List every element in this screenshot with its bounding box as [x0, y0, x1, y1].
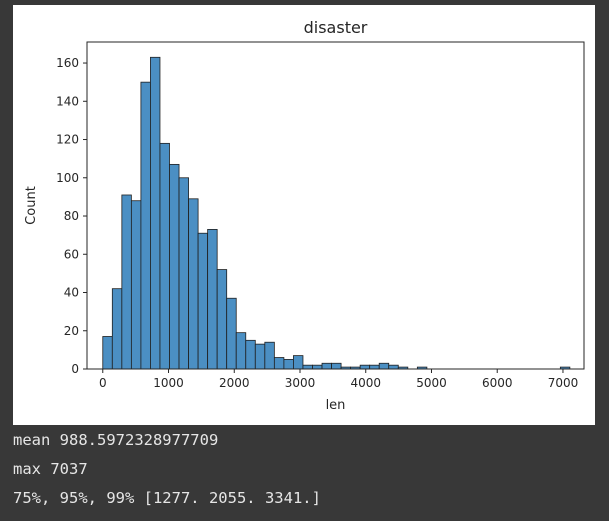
y-axis-label: Count [24, 186, 39, 225]
histogram-bar-30 [388, 364, 399, 370]
histogram-bar-11 [207, 229, 218, 370]
y-tick-label-0: 0 [71, 362, 79, 376]
y-tick-label-4: 80 [64, 209, 79, 223]
y-tick-label-5: 100 [56, 171, 79, 185]
y-tick-label-8: 160 [56, 56, 79, 70]
x-tick-label-7: 7000 [548, 376, 579, 390]
x-tick-label-5: 5000 [416, 376, 447, 390]
x-tick-label-0: 0 [99, 376, 107, 390]
plot-area: 0 1000 2000 3000 4000 5000 6000 7000 0 20 40 60 80 10… [13, 5, 595, 425]
y-tick-label-3: 60 [64, 247, 79, 261]
histogram-bar-22 [312, 364, 323, 370]
histogram-bar-12 [216, 269, 228, 370]
histogram-bar-27 [359, 364, 371, 370]
histogram-chart: 0 1000 2000 3000 4000 5000 6000 7000 0 20 40 60 80 10… [24, 18, 585, 413]
x-axis-label: len [326, 398, 346, 413]
histogram-bar-2 [121, 194, 132, 370]
histogram-bar-5 [150, 56, 161, 370]
histogram-bar-0 [102, 336, 113, 370]
output-percentiles-line: 75%, 95%, 99% [1277. 2055. 3341.] [13, 489, 321, 507]
x-tick-label-4: 4000 [350, 376, 381, 390]
histogram-bar-7 [169, 163, 180, 370]
histogram-bar-6 [159, 142, 170, 370]
x-tick-label-2: 2000 [219, 376, 250, 390]
histogram-bar-20 [293, 355, 304, 370]
output-mean-line: mean 988.5972328977709 [13, 431, 219, 449]
histogram-bar-13 [226, 297, 237, 370]
histogram-bar-29 [378, 362, 390, 370]
histogram-bar-3 [130, 200, 142, 370]
x-tick-label-3: 3000 [285, 376, 316, 390]
histogram-bar-9 [188, 198, 199, 370]
histogram-bar-10 [197, 232, 209, 370]
histogram-bar-14 [235, 332, 247, 370]
histogram-bar-1 [111, 288, 123, 370]
x-tick-label-6: 6000 [482, 376, 513, 390]
histogram-bar-24 [331, 362, 342, 370]
chart-title: disaster [304, 18, 368, 37]
text-output: mean 988.5972328977709 max 7037 75%, 95%… [13, 426, 603, 513]
histogram-bar-16 [254, 343, 266, 370]
histogram-bar-15 [245, 339, 256, 370]
y-tick-label-1: 20 [64, 324, 79, 338]
y-tick-label-2: 40 [64, 286, 79, 300]
axes-frame [86, 41, 585, 370]
output-max-line: max 7037 [13, 460, 88, 478]
histogram-bar-18 [273, 357, 285, 370]
x-tick-label-1: 1000 [153, 376, 184, 390]
y-tick-label-7: 140 [56, 94, 79, 108]
histogram-bar-8 [178, 177, 189, 370]
histogram-bar-21 [302, 364, 313, 370]
histogram-bar-28 [369, 364, 380, 370]
histogram-bar-17 [264, 341, 275, 370]
y-tick-label-6: 120 [56, 133, 79, 147]
histogram-bar-19 [283, 359, 294, 370]
histogram-bar-23 [321, 362, 332, 370]
histogram-bar-4 [140, 81, 151, 370]
